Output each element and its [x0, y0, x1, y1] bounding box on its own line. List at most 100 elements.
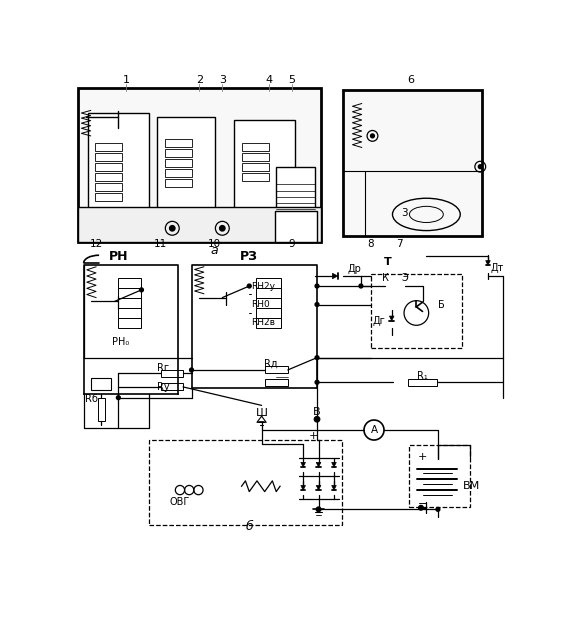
Bar	[118, 288, 142, 298]
Bar	[343, 90, 482, 236]
Polygon shape	[332, 485, 336, 490]
Circle shape	[315, 284, 319, 288]
Circle shape	[419, 506, 423, 510]
Text: 2: 2	[196, 76, 203, 85]
Bar	[97, 397, 105, 421]
Bar	[118, 318, 142, 327]
Bar	[95, 143, 122, 151]
Bar	[165, 169, 191, 178]
Circle shape	[247, 284, 251, 288]
Bar	[276, 167, 315, 217]
Text: а: а	[211, 244, 218, 257]
Bar	[92, 378, 112, 390]
Text: К: К	[382, 272, 389, 282]
Circle shape	[315, 303, 319, 306]
Text: Др: Др	[347, 264, 361, 274]
Bar	[78, 88, 321, 242]
Text: A: A	[370, 425, 378, 435]
Bar	[95, 183, 122, 191]
Polygon shape	[332, 462, 336, 467]
Circle shape	[190, 368, 194, 372]
Circle shape	[371, 134, 374, 138]
Text: 4: 4	[265, 76, 272, 85]
Text: 10: 10	[208, 240, 221, 249]
Text: RΗ0: RΗ0	[251, 300, 271, 309]
Bar	[165, 179, 191, 188]
Polygon shape	[316, 462, 321, 467]
Text: 11: 11	[154, 240, 168, 249]
Bar	[265, 366, 288, 373]
Circle shape	[314, 417, 320, 422]
Text: 9: 9	[288, 240, 295, 249]
Bar	[256, 279, 281, 288]
Text: 3: 3	[219, 76, 226, 85]
Text: Rу: Rу	[157, 382, 169, 392]
Circle shape	[315, 356, 319, 360]
Bar	[161, 370, 183, 376]
Text: −: −	[418, 499, 427, 509]
Circle shape	[140, 288, 143, 292]
Bar	[78, 207, 321, 242]
Text: ВМ: ВМ	[463, 481, 481, 491]
Text: 12: 12	[90, 240, 104, 249]
Text: 5: 5	[288, 76, 295, 85]
Bar	[242, 143, 268, 151]
Bar	[371, 274, 462, 348]
Bar	[242, 163, 268, 171]
Bar	[408, 379, 437, 386]
Circle shape	[359, 284, 363, 288]
Polygon shape	[301, 462, 306, 467]
Bar	[149, 440, 342, 525]
Bar	[242, 153, 268, 162]
Text: 6: 6	[408, 76, 414, 85]
Bar	[157, 116, 215, 209]
Text: RΗ2у: RΗ2у	[251, 282, 276, 290]
Polygon shape	[486, 261, 490, 265]
Bar	[409, 446, 470, 507]
Text: Б: Б	[439, 300, 445, 310]
Bar	[165, 139, 191, 147]
Text: Rб: Rб	[85, 394, 98, 404]
Text: Э: Э	[401, 272, 408, 282]
Polygon shape	[389, 316, 394, 321]
Bar	[256, 298, 281, 308]
Text: R₁: R₁	[417, 371, 428, 381]
Text: Дг: Дг	[372, 316, 385, 326]
Text: +: +	[418, 452, 427, 462]
Bar	[242, 173, 268, 181]
Circle shape	[316, 507, 321, 512]
Text: 7: 7	[396, 240, 403, 249]
Text: РЗ: РЗ	[240, 249, 258, 262]
Text: б: б	[246, 520, 253, 533]
Text: ОВГ: ОВГ	[170, 496, 190, 506]
Text: Rд: Rд	[264, 359, 278, 369]
Circle shape	[315, 380, 319, 384]
Text: Дт: Дт	[491, 262, 504, 272]
Bar	[118, 308, 142, 318]
Text: РН: РН	[109, 249, 128, 262]
Bar	[275, 211, 317, 242]
Bar	[256, 288, 281, 298]
Bar	[256, 318, 281, 327]
Polygon shape	[301, 485, 306, 490]
Text: 8: 8	[367, 240, 374, 249]
Bar	[95, 193, 122, 201]
Text: Rг: Rг	[157, 363, 169, 373]
Text: RΗ2в: RΗ2в	[251, 319, 276, 327]
Bar	[88, 113, 149, 209]
Bar	[95, 173, 122, 181]
Bar	[95, 153, 122, 162]
Bar	[118, 279, 142, 288]
Text: Т: Т	[384, 257, 392, 267]
Circle shape	[117, 396, 121, 400]
Text: РН₀: РН₀	[112, 337, 130, 347]
Bar	[95, 163, 122, 171]
Circle shape	[436, 508, 440, 511]
Bar	[265, 379, 288, 386]
Circle shape	[170, 225, 175, 231]
Polygon shape	[316, 485, 321, 490]
Text: В: В	[313, 407, 321, 417]
Polygon shape	[332, 274, 338, 279]
Bar	[72, 251, 508, 551]
Circle shape	[478, 165, 482, 168]
